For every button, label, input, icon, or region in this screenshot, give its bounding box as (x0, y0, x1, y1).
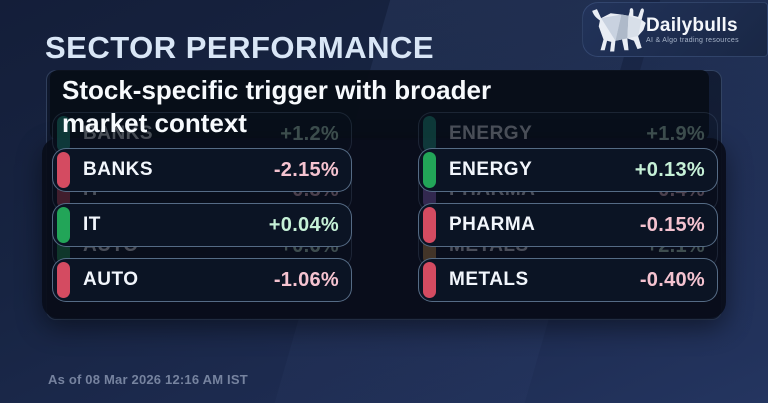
trend-pill-icon (423, 262, 436, 298)
page-title: SECTOR PERFORMANCE (45, 30, 435, 65)
trend-pill-icon (423, 152, 436, 188)
sector-card-pharma[interactable]: PHARMA -0.15% (418, 203, 718, 247)
sector-label: IT (83, 214, 101, 235)
as-of-timestamp: As of 08 Mar 2026 12:16 AM IST (48, 372, 248, 387)
headline-text: Stock-specific trigger with broader mark… (62, 74, 491, 140)
trend-pill-icon (57, 152, 70, 188)
brand-tagline: AI & Algo trading resources (646, 36, 739, 44)
sector-label: ENERGY (449, 159, 533, 180)
headline-line-1: Stock-specific trigger with broader (62, 75, 492, 105)
headline-backdrop (50, 70, 709, 140)
sector-card-banks[interactable]: BANKS -2.15% (52, 148, 352, 192)
sector-card-energy[interactable]: ENERGY +0.13% (418, 148, 718, 192)
sector-value: +0.13% (634, 158, 705, 181)
sector-value: -1.06% (273, 268, 339, 291)
sector-value: -0.40% (639, 268, 705, 291)
trend-pill-icon (57, 207, 70, 243)
trend-pill-icon (57, 262, 70, 298)
sector-card-auto[interactable]: AUTO -1.06% (52, 258, 352, 302)
brand-text-block: Dailybulls AI & Algo trading resources (646, 16, 739, 44)
sector-card-metals[interactable]: METALS -0.40% (418, 258, 718, 302)
sector-value: -2.15% (273, 158, 339, 181)
trend-pill-icon (423, 207, 436, 243)
sector-label: AUTO (83, 269, 139, 290)
sector-label: BANKS (83, 159, 154, 180)
brand-logo-chip: Dailybulls AI & Algo trading resources (582, 2, 768, 57)
sector-label: PHARMA (449, 214, 536, 235)
sector-label: METALS (449, 269, 529, 290)
brand-name: Dailybulls (646, 14, 738, 36)
sector-card-it[interactable]: IT +0.04% (52, 203, 352, 247)
sector-value: -0.15% (639, 213, 705, 236)
headline-line-2: market context (62, 108, 247, 138)
bull-icon (592, 7, 646, 51)
sector-value: +0.04% (268, 213, 339, 236)
